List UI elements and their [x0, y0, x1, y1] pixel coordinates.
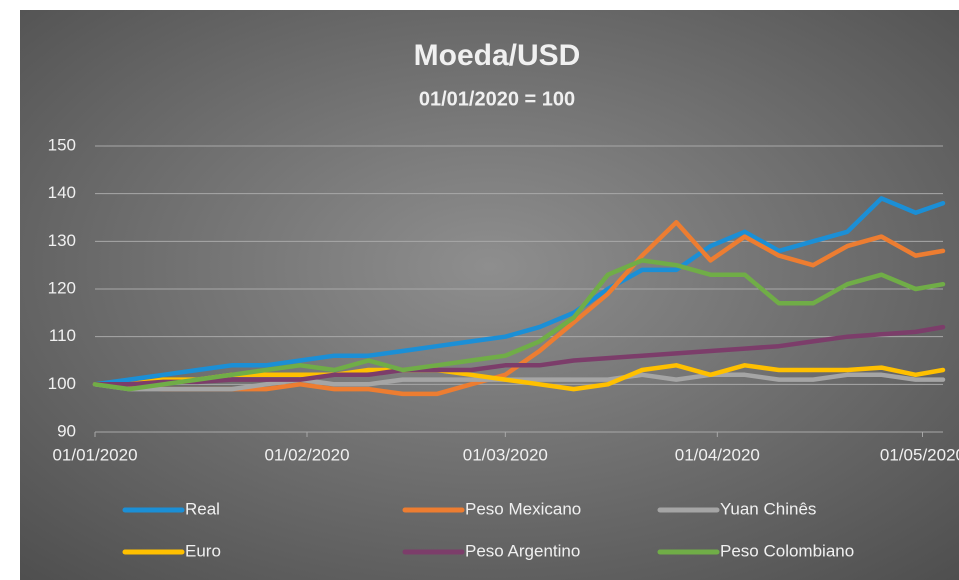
chart-subtitle: 01/01/2020 = 100 [419, 88, 575, 110]
legend-label: Yuan Chinês [720, 499, 816, 518]
series-line [92, 258, 946, 392]
legend-label: Peso Mexicano [465, 499, 581, 518]
chart-title: Moeda/USD [414, 39, 581, 72]
legend-label: Peso Colombiano [720, 541, 854, 560]
x-tick-label: 01/02/2020 [264, 445, 349, 464]
y-tick-label: 140 [48, 183, 76, 202]
series-line [92, 196, 946, 387]
x-tick-label: 01/05/2020 [880, 445, 959, 464]
series-line [92, 372, 946, 392]
x-tick-label: 01/01/2020 [52, 445, 137, 464]
y-tick-label: 110 [49, 326, 76, 345]
chart-background [20, 10, 959, 580]
x-tick-label: 01/03/2020 [463, 445, 548, 464]
legend-label: Real [185, 499, 220, 518]
legend-label: Euro [185, 541, 221, 560]
x-tick-label: 01/04/2020 [675, 445, 760, 464]
legend-label: Peso Argentino [465, 541, 580, 560]
y-tick-label: 90 [57, 421, 76, 440]
y-tick-label: 120 [48, 278, 76, 297]
series-line [92, 324, 946, 387]
y-tick-label: 100 [48, 374, 76, 393]
y-tick-label: 130 [48, 231, 76, 250]
y-tick-label: 150 [48, 135, 76, 154]
